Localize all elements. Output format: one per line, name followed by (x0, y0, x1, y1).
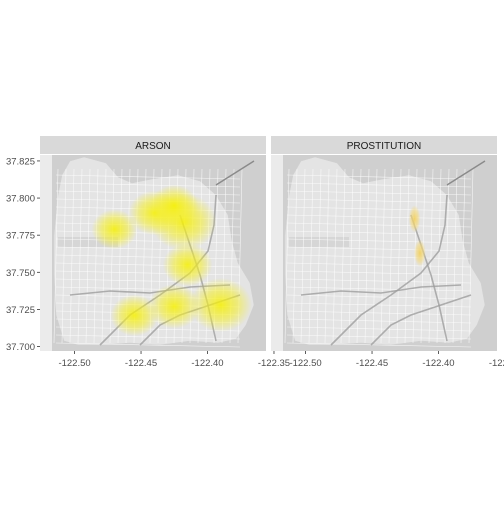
street (286, 246, 472, 252)
density-blob-southeast (189, 277, 252, 333)
x-axis-prostitution: -122.50 -122.45 -122.40 -122.35 (289, 351, 504, 369)
highway (370, 294, 472, 346)
street (372, 168, 378, 344)
street (300, 168, 306, 344)
street (308, 168, 314, 344)
street (356, 168, 362, 344)
x-tick-label: -122.45 (356, 358, 388, 369)
street (332, 168, 338, 344)
x-tick-label: -122.35 (258, 358, 290, 369)
street (316, 168, 322, 344)
density-blob-center-west (91, 209, 138, 250)
street (286, 262, 472, 268)
street (468, 168, 474, 344)
street (388, 168, 394, 344)
street (380, 168, 386, 344)
density-blob-southwest (110, 294, 159, 337)
density-blob-south-central (148, 284, 201, 329)
street (452, 168, 458, 344)
y-tick-label: 37.775 (6, 231, 35, 242)
street (364, 168, 370, 344)
street (286, 286, 472, 292)
density-layer-arson (91, 184, 252, 337)
y-tick-label: 37.825 (6, 156, 35, 167)
street (324, 168, 330, 344)
y-tick-label: 37.750 (6, 268, 35, 279)
y-tick-label: 37.700 (6, 342, 35, 353)
street (101, 168, 107, 344)
street (53, 168, 59, 344)
strip-arson-bg (40, 136, 266, 154)
bridge (446, 160, 486, 186)
density-blob-mission (414, 239, 426, 267)
street (286, 174, 472, 180)
street (286, 254, 472, 260)
street (444, 168, 450, 344)
street (428, 168, 434, 344)
x-tick-label: -122.40 (191, 358, 223, 369)
street (286, 230, 472, 236)
x-tick-label: -122.50 (289, 358, 321, 369)
street (292, 168, 298, 344)
street (55, 246, 241, 252)
street (286, 278, 472, 284)
street (69, 168, 75, 344)
street (61, 168, 67, 344)
x-tick-label: -122.45 (125, 358, 157, 369)
street (85, 168, 91, 344)
street (286, 214, 472, 220)
street (460, 168, 466, 344)
basemap-prostitution (283, 155, 497, 351)
strip-arson-label: ARSON (135, 141, 171, 152)
facet-prostitution: PROSTITUTION (271, 136, 497, 351)
highway (330, 194, 448, 346)
street (286, 222, 472, 228)
highway (410, 214, 448, 342)
street (286, 326, 472, 332)
y-axis: 37.825 37.800 37.775 37.750 37.725 37.700 (6, 156, 40, 353)
park (58, 237, 118, 247)
street (77, 168, 83, 344)
street (404, 168, 410, 344)
street (436, 168, 442, 344)
street (55, 342, 241, 348)
street (93, 168, 99, 344)
street (396, 168, 402, 344)
y-tick-label: 37.725 (6, 305, 35, 316)
x-tick-label: -122.40 (422, 358, 454, 369)
density-blob-north-central (150, 184, 199, 227)
street (348, 168, 354, 344)
strip-prostitution-bg (271, 136, 497, 154)
x-tick-label: -122.35 (489, 358, 504, 369)
density-blob-mission (162, 243, 213, 287)
facet-arson: ARSON (40, 136, 266, 351)
street (286, 294, 472, 300)
park (289, 237, 349, 247)
street (55, 174, 241, 180)
street (340, 168, 346, 344)
street (286, 342, 472, 348)
y-tick-label: 37.800 (6, 194, 35, 205)
x-axis-arson: -122.50 -122.45 -122.40 -122.35 (58, 351, 290, 369)
density-layer-prostitution (408, 205, 426, 267)
strip-prostitution-label: PROSTITUTION (347, 141, 421, 152)
street (286, 270, 472, 276)
bridge (215, 160, 255, 186)
x-tick-label: -122.50 (58, 358, 90, 369)
street (284, 168, 290, 344)
density-blob-tenderloin (408, 205, 421, 233)
